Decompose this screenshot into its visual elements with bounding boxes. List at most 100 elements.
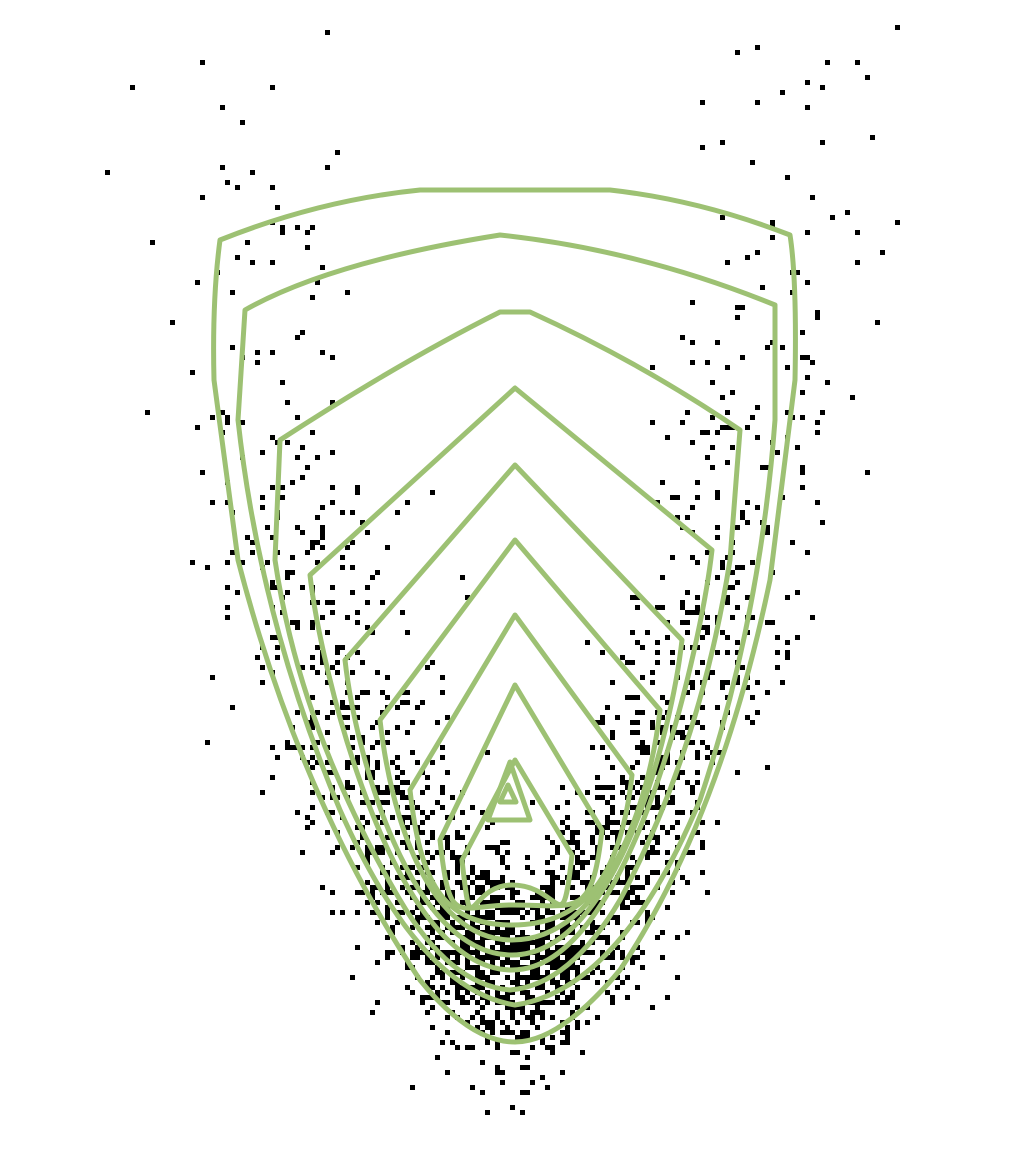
point [330,450,335,455]
point [550,1050,555,1055]
point [685,780,690,785]
point [385,885,390,890]
point [330,355,335,360]
point [650,365,655,370]
point [195,425,200,430]
point [520,940,525,945]
point [690,300,695,305]
point [520,945,525,950]
point [560,1000,565,1005]
point [485,915,490,920]
point [675,730,680,735]
point [240,560,245,565]
point [465,930,470,935]
point [700,725,705,730]
point [330,910,335,915]
point [395,790,400,795]
point [475,970,480,975]
point [520,1030,525,1035]
point [370,745,375,750]
point [515,1050,520,1055]
point [490,930,495,935]
point [605,835,610,840]
point [315,670,320,675]
point [760,465,765,470]
point [295,710,300,715]
point [460,985,465,990]
point [415,805,420,810]
point [600,795,605,800]
point [685,630,690,635]
point [650,725,655,730]
point [645,820,650,825]
point [645,850,650,855]
point [465,875,470,880]
point [800,415,805,420]
point [630,900,635,905]
point [385,910,390,915]
point [725,695,730,700]
point [595,925,600,930]
point [330,700,335,705]
point [650,870,655,875]
point [745,500,750,505]
point [605,955,610,960]
point [560,785,565,790]
point [570,945,575,950]
point [310,665,315,670]
point [665,760,670,765]
point [425,665,430,670]
point [445,835,450,840]
point [340,510,345,515]
point [250,170,255,175]
point [375,570,380,575]
point [765,465,770,470]
point [495,1015,500,1020]
point [680,770,685,775]
point [895,220,900,225]
point [355,910,360,915]
point [475,1025,480,1030]
point [365,690,370,695]
point [470,870,475,875]
point [580,850,585,855]
point [485,1110,490,1115]
point [485,925,490,930]
point [565,825,570,830]
point [355,890,360,895]
point [470,965,475,970]
point [385,695,390,700]
point [655,650,660,655]
point [325,600,330,605]
point [775,450,780,455]
point [170,320,175,325]
point [575,845,580,850]
point [635,985,640,990]
point [765,530,770,535]
point [480,985,485,990]
point [495,990,500,995]
point [535,940,540,945]
point [485,880,490,885]
point [695,830,700,835]
point [705,630,710,635]
point [625,660,630,665]
point [510,895,515,900]
point [310,695,315,700]
point [560,880,565,885]
point [525,855,530,860]
point [555,875,560,880]
point [700,840,705,845]
point [190,370,195,375]
point [390,815,395,820]
point [510,910,515,915]
point [455,955,460,960]
point [555,960,560,965]
point [485,900,490,905]
point [660,605,665,610]
point [295,415,300,420]
point [535,945,540,950]
point [740,355,745,360]
point [575,855,580,860]
point [395,765,400,770]
